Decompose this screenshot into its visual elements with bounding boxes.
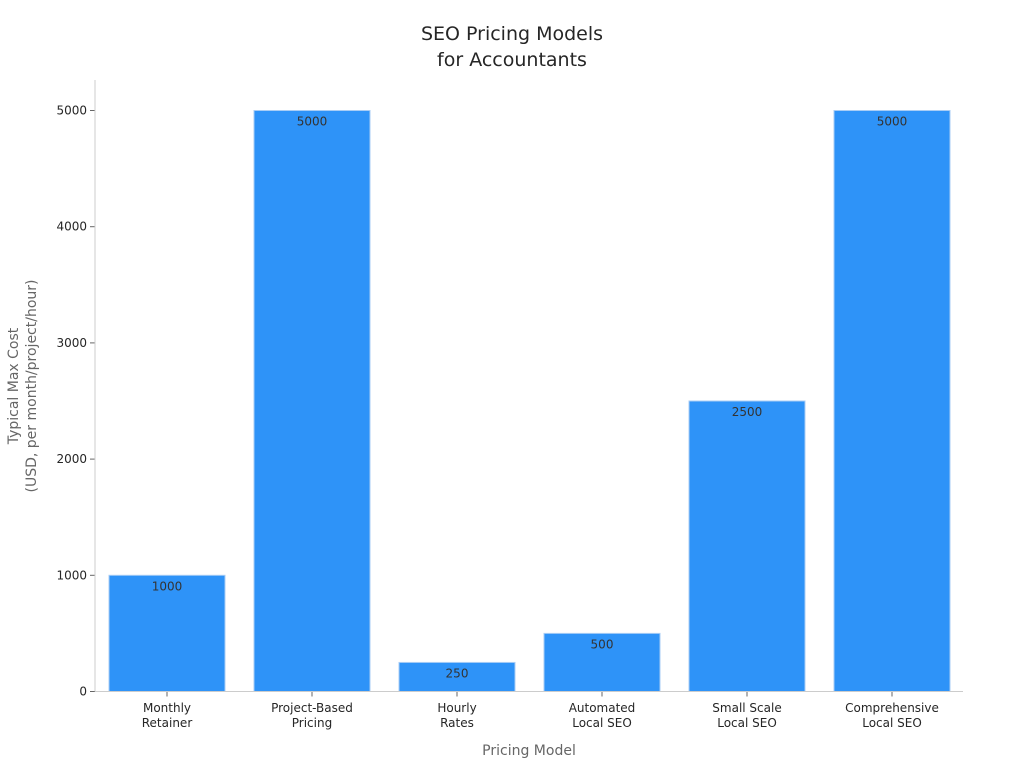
x-tick-label: Pricing: [292, 716, 332, 730]
x-tick-label: Local SEO: [572, 716, 632, 730]
data-label: 500: [591, 637, 614, 651]
chart-title-line-1: SEO Pricing Models: [421, 23, 603, 45]
x-tick-label: Hourly: [437, 701, 476, 715]
x-tick-label: Local SEO: [717, 716, 777, 730]
y-tick-label: 1000: [56, 568, 87, 582]
x-tick-label: Small Scale: [712, 701, 781, 715]
x-tick-label: Project-Based: [271, 701, 353, 715]
y-tick-label: 4000: [56, 220, 87, 234]
data-label: 5000: [877, 115, 908, 129]
data-label: 2500: [732, 405, 763, 419]
data-label: 5000: [297, 115, 328, 129]
bar-1: [253, 110, 371, 692]
y-tick-label: 3000: [56, 336, 87, 350]
x-tick-label: Monthly: [143, 701, 191, 715]
x-tick-label: Rates: [440, 716, 474, 730]
y-tick-label: 0: [79, 685, 87, 699]
bar-5: [833, 110, 951, 692]
chart-title-line-2: for Accountants: [437, 49, 587, 71]
x-tick-label: Local SEO: [862, 716, 922, 730]
x-tick-label: Automated: [569, 701, 636, 715]
y-tick-label: 5000: [56, 104, 87, 118]
y-axis-label-line-2: (USD, per month/project/hour): [24, 280, 40, 493]
data-label: 250: [446, 666, 469, 680]
x-axis-label: Pricing Model: [482, 743, 576, 759]
x-tick-label: Comprehensive: [845, 701, 939, 715]
data-label: 1000: [152, 579, 183, 593]
x-tick-label: Retainer: [142, 716, 193, 730]
y-tick-label: 2000: [56, 452, 87, 466]
bar-4: [688, 400, 806, 692]
y-axis-label-line-1: Typical Max Cost: [6, 327, 22, 445]
